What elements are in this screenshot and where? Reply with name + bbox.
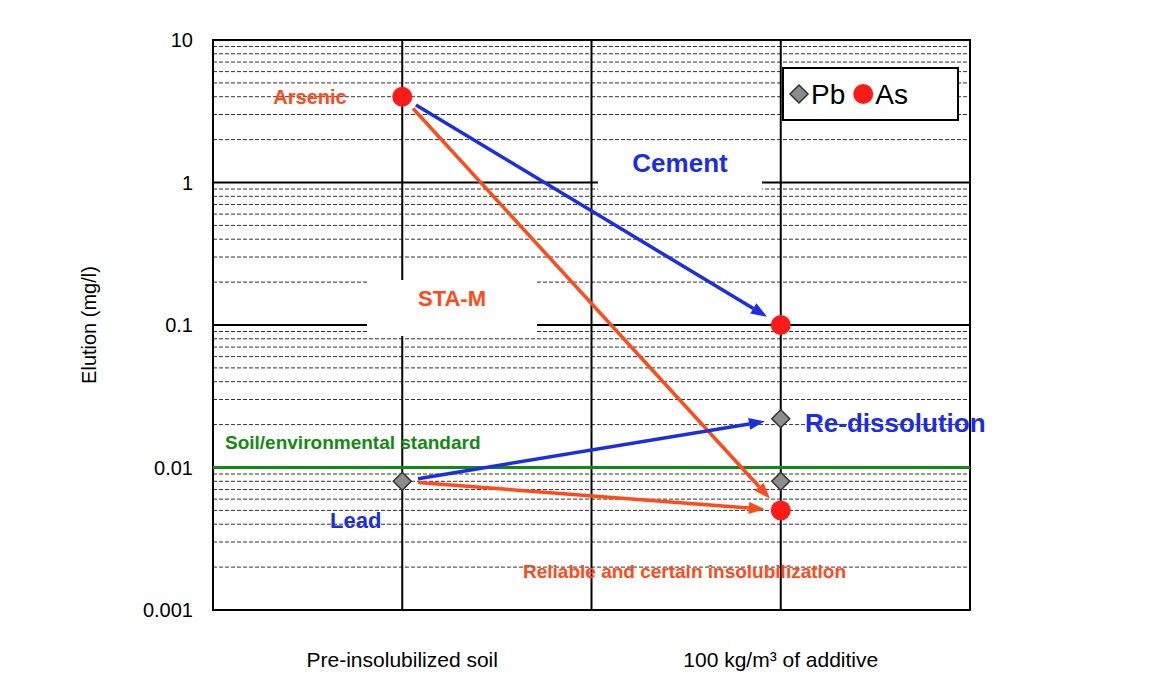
label-box [367,280,537,336]
arrow-shaft [413,109,759,487]
annotation: Arsenic [273,86,346,108]
arrow-head [755,483,770,499]
point [772,472,790,490]
x-tick-label: 100 kg/m³ of additive [683,648,878,671]
legend: Pb As [783,68,958,120]
legend-marker [853,84,873,104]
arrow-head [748,502,764,514]
arrow [416,105,767,317]
legend-marker [790,85,808,103]
point [393,472,411,490]
plot-area [213,87,970,521]
reference-label: Soil/environmental standard [225,432,481,453]
y-tick-label: 10 [171,29,193,51]
x-grid-line [591,40,593,610]
y-tick-label: 0.01 [154,457,193,479]
legend-box [783,68,958,120]
annotation: Lead [330,508,381,533]
label-box [598,142,762,192]
arrow [418,483,765,514]
arrow-shaft [418,483,749,508]
point [771,315,791,335]
chart: 0.001 0.01 0.1 1 10 Pre-insolubilized soil 100… [0,0,1160,696]
arrow-shaft [416,105,753,309]
y-tick-label: 0.001 [143,599,193,621]
arrow-head [748,418,765,430]
y-axis-label: Elution (mg/l) [78,266,100,384]
legend-label: As [875,79,908,110]
point [771,500,791,520]
point [392,87,412,107]
annotation: STA-M [418,286,486,311]
grid-line [213,467,970,469]
arrow-head [750,303,767,316]
point [772,410,790,428]
y-tick-label: 0.1 [165,314,193,336]
grid [213,40,970,610]
x-tick-label: Pre-insolubilized soil [307,648,498,671]
annotation: Reliable and certain insolubilization [523,561,846,582]
y-tick-label: 1 [182,172,193,194]
reference-line [213,466,970,469]
legend-label: Pb [811,79,845,110]
annotation: Re-dissolution [805,408,986,438]
annotation: Cement [632,148,728,178]
plot-frame [213,40,970,610]
